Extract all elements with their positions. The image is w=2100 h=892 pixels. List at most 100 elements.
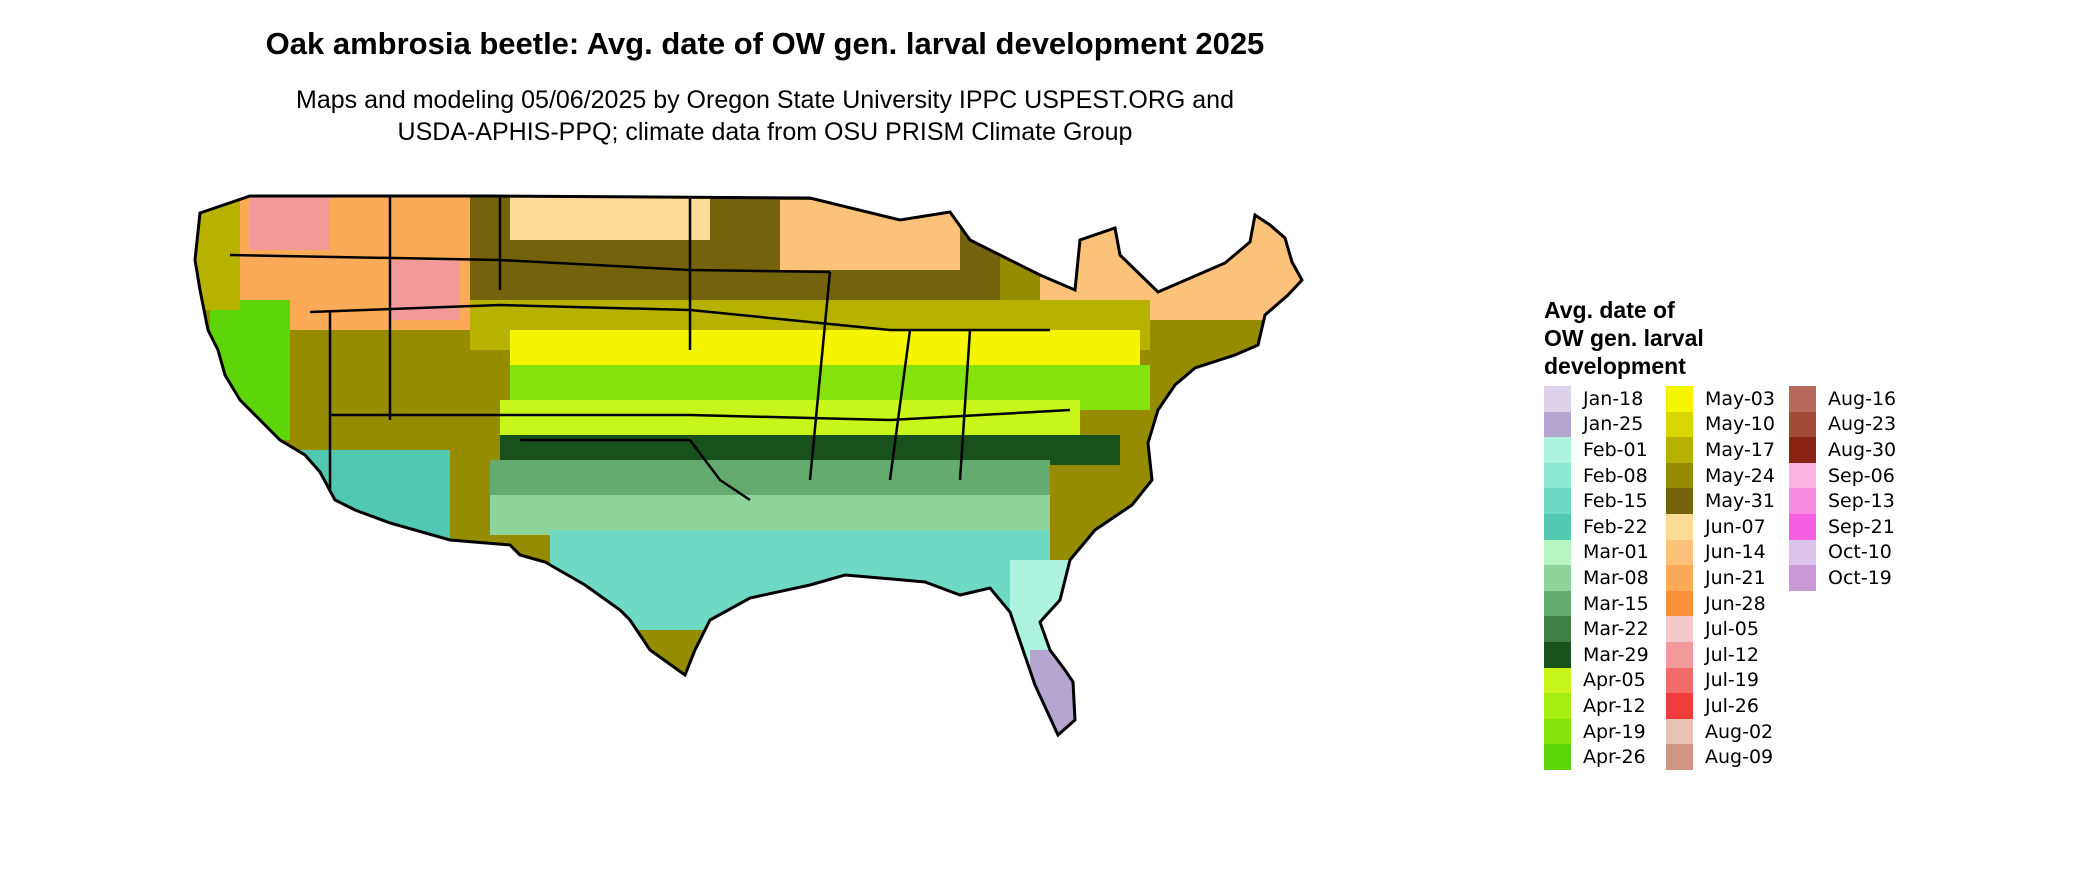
legend-swatch (1789, 462, 1816, 489)
legend-label: Feb-01 (1583, 438, 1648, 461)
state-borders (229, 196, 1071, 502)
legend-title: Avg. date of OW gen. larval development (1544, 296, 1704, 380)
legend-swatch (1666, 718, 1693, 745)
zone-dakotas-late (510, 196, 710, 240)
legend-item: Feb-15 (1544, 488, 1664, 514)
legend-label: Jul-26 (1705, 694, 1759, 717)
legend-label: Oct-19 (1828, 566, 1892, 589)
legend-swatch (1666, 590, 1693, 617)
legend-swatch (1666, 667, 1693, 694)
legend-swatch (1544, 641, 1571, 668)
subtitle-line-1: Maps and modeling 05/06/2025 by Oregon S… (296, 86, 1234, 114)
legend-item: Jul-05 (1666, 616, 1786, 642)
legend-swatch (1789, 539, 1816, 566)
legend-item: Jan-18 (1544, 386, 1664, 412)
legend-item: Jul-19 (1666, 667, 1786, 694)
legend-label: Feb-15 (1583, 490, 1648, 513)
legend-item: Aug-09 (1666, 744, 1786, 770)
legend-item: Jul-12 (1666, 641, 1786, 668)
legend-swatch (1789, 386, 1816, 412)
legend-item: Oct-10 (1789, 539, 1909, 566)
legend-label: Jul-05 (1705, 618, 1759, 641)
legend-label: Aug-16 (1828, 387, 1897, 410)
legend-item: Mar-15 (1544, 590, 1664, 617)
legend-label: Jun-07 (1705, 515, 1766, 538)
legend-swatch (1666, 565, 1693, 591)
border-latitude-3 (330, 408, 1071, 422)
legend-label: Feb-22 (1583, 515, 1648, 538)
zone-march-mid (490, 460, 1050, 500)
border-latitude-1 (229, 253, 831, 274)
legend-column: Jan-18 Jan-25 Feb-01 Feb-08 Feb-15 Feb-22 Mar-… (1544, 386, 1664, 770)
legend-label: Mar-22 (1583, 618, 1649, 641)
legend-column: Aug-16 Aug-23 Aug-30 Sep-06 Sep-13 Sep-21 Oct-… (1789, 386, 1909, 591)
legend-label: Sep-13 (1828, 490, 1895, 513)
legend-swatch (1544, 590, 1571, 617)
legend-item: Apr-12 (1544, 693, 1664, 719)
legend-swatch (1789, 437, 1816, 463)
legend-title-line: OW gen. larval (1544, 325, 1704, 351)
legend-swatch (1544, 744, 1571, 770)
legend-item: Apr-05 (1544, 667, 1664, 694)
legend-title-line: development (1544, 353, 1686, 379)
legend-item: Feb-08 (1544, 462, 1664, 489)
legend-swatch (1666, 513, 1693, 540)
zone-northwoods (780, 200, 960, 270)
legend-label: Sep-06 (1828, 464, 1895, 487)
zone-april-early (500, 400, 1080, 440)
legend-label: Jan-25 (1583, 413, 1644, 436)
map-title: Oak ambrosia beetle: Avg. date of OW gen… (265, 26, 1265, 61)
legend-item: Aug-02 (1666, 718, 1786, 745)
legend-item: Jun-28 (1666, 590, 1786, 617)
legend-item: May-03 (1666, 386, 1786, 412)
legend-swatch (1544, 411, 1571, 438)
legend-item: May-31 (1666, 488, 1786, 514)
legend-item: Oct-19 (1789, 565, 1909, 591)
legend-item: Mar-08 (1544, 565, 1664, 591)
zone-march-early (490, 495, 1050, 535)
legend-swatch (1544, 693, 1571, 719)
legend-swatch (1666, 744, 1693, 770)
legend-label: May-24 (1705, 464, 1775, 487)
legend-swatch (1789, 513, 1816, 540)
zone-california-valley (210, 300, 290, 440)
legend-swatch (1544, 539, 1571, 566)
us-development-map (193, 194, 1304, 738)
border-latitude-2 (309, 303, 1050, 332)
legend-swatch (1544, 616, 1571, 642)
legend-swatch (1666, 488, 1693, 514)
legend-item: Aug-16 (1789, 386, 1909, 412)
legend-swatch (1544, 718, 1571, 745)
legend-label: May-31 (1705, 490, 1775, 513)
legend-label: Jul-12 (1705, 643, 1759, 666)
legend-label: Aug-09 (1705, 746, 1774, 769)
legend-swatch (1666, 437, 1693, 463)
zone-southwest (270, 330, 470, 450)
legend-label: Aug-23 (1828, 413, 1897, 436)
legend-item: Sep-06 (1789, 462, 1909, 489)
legend-item: Jan-25 (1544, 411, 1664, 438)
legend-swatch (1789, 411, 1816, 438)
zone-colorado-peaks (390, 260, 460, 320)
legend-label: Apr-19 (1583, 720, 1646, 743)
legend-label: Oct-10 (1828, 541, 1892, 564)
legend-label: Apr-12 (1583, 694, 1646, 717)
legend-item: Sep-13 (1789, 488, 1909, 514)
legend-label: Jan-18 (1583, 387, 1644, 410)
legend-swatch (1544, 513, 1571, 540)
legend-item: Aug-30 (1789, 437, 1909, 463)
legend-item: Mar-29 (1544, 641, 1664, 668)
legend-item: Jul-26 (1666, 693, 1786, 719)
border-meridian-2 (808, 271, 972, 481)
legend-label: Apr-26 (1583, 746, 1646, 769)
legend-item: Apr-19 (1544, 718, 1664, 745)
legend-label: May-03 (1705, 387, 1775, 410)
legend-item: Apr-26 (1544, 744, 1664, 770)
legend-item: Sep-21 (1789, 513, 1909, 540)
legend-label: Mar-29 (1583, 643, 1649, 666)
legend-swatch (1544, 667, 1571, 694)
legend-swatch (1666, 616, 1693, 642)
legend-label: Apr-05 (1583, 669, 1646, 692)
legend-swatch (1666, 539, 1693, 566)
zone-high-peaks (250, 196, 330, 250)
